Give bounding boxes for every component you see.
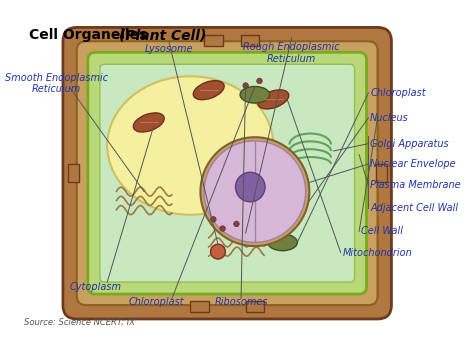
Circle shape: [243, 83, 248, 88]
Text: Nuclear Envelope: Nuclear Envelope: [370, 159, 456, 169]
Text: Cell Organelles: Cell Organelles: [29, 28, 152, 42]
Ellipse shape: [268, 234, 297, 251]
Ellipse shape: [133, 113, 164, 132]
Text: Cytoplasm: Cytoplasm: [69, 282, 121, 292]
Text: Golgi Apparatus: Golgi Apparatus: [370, 139, 449, 149]
Text: Rough Endoplasmic
Reticulum: Rough Endoplasmic Reticulum: [244, 42, 340, 64]
Circle shape: [210, 244, 225, 259]
Circle shape: [210, 217, 216, 222]
FancyBboxPatch shape: [376, 164, 387, 183]
FancyBboxPatch shape: [246, 300, 264, 312]
Text: Ribosomes: Ribosomes: [214, 297, 268, 307]
FancyBboxPatch shape: [63, 27, 392, 319]
FancyBboxPatch shape: [68, 164, 79, 183]
Ellipse shape: [258, 90, 289, 109]
FancyBboxPatch shape: [190, 300, 209, 312]
Text: Plasma Membrane: Plasma Membrane: [370, 180, 461, 190]
FancyBboxPatch shape: [77, 41, 378, 305]
Text: (Plant Cell): (Plant Cell): [119, 28, 207, 42]
Text: Lysosome: Lysosome: [145, 44, 193, 54]
FancyBboxPatch shape: [100, 64, 355, 282]
Circle shape: [236, 172, 265, 202]
Text: Adjacent Cell Wall: Adjacent Cell Wall: [370, 203, 458, 213]
Text: Chloroplast: Chloroplast: [128, 297, 184, 307]
Circle shape: [201, 137, 310, 246]
Text: Cell Wall: Cell Wall: [361, 226, 403, 236]
Text: Mitochondrion: Mitochondrion: [343, 247, 412, 258]
Circle shape: [257, 78, 262, 84]
Circle shape: [234, 221, 239, 227]
FancyBboxPatch shape: [88, 52, 366, 294]
Ellipse shape: [240, 86, 270, 103]
Text: Source: Science NCERT; IX: Source: Science NCERT; IX: [24, 317, 135, 326]
FancyBboxPatch shape: [204, 35, 223, 46]
Text: Chloroplast: Chloroplast: [370, 88, 426, 98]
Circle shape: [220, 226, 225, 231]
Ellipse shape: [107, 76, 273, 215]
Circle shape: [204, 141, 306, 243]
FancyBboxPatch shape: [241, 35, 259, 46]
Ellipse shape: [193, 81, 224, 100]
Text: Smooth Endoplasmic
Reticulum: Smooth Endoplasmic Reticulum: [5, 73, 108, 94]
Text: Nucleus: Nucleus: [370, 113, 409, 123]
